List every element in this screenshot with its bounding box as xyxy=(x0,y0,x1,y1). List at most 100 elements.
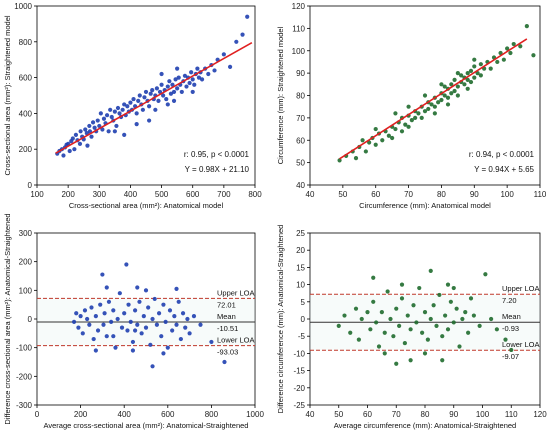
y-tick-label: 70 xyxy=(296,114,305,123)
data-point xyxy=(348,330,353,335)
data-point xyxy=(190,89,195,95)
data-point xyxy=(176,75,181,80)
data-point xyxy=(165,345,170,350)
data-point xyxy=(385,289,390,294)
x-tick-label: 100 xyxy=(30,190,44,199)
data-point xyxy=(174,322,179,327)
data-point xyxy=(373,142,378,147)
data-point xyxy=(173,77,178,82)
chart-panel-4: 40 50 60 70 80 90 100 110 120 -25 -20 -15 -10 -5 0 5 10 1… xyxy=(276,225,547,430)
data-point xyxy=(131,96,136,102)
data-point xyxy=(459,73,464,78)
data-point xyxy=(133,308,138,313)
data-point xyxy=(414,320,419,325)
data-point xyxy=(97,123,102,129)
x-tick-label: 300 xyxy=(93,190,107,199)
data-point xyxy=(111,308,116,313)
data-point xyxy=(471,313,476,318)
data-point xyxy=(425,337,430,342)
data-point xyxy=(115,316,120,322)
data-point xyxy=(159,334,164,339)
data-point xyxy=(511,41,516,47)
data-point xyxy=(187,331,192,336)
y-tick-label: 200 xyxy=(19,258,33,267)
data-point xyxy=(432,111,437,116)
y-tick-label: 100 xyxy=(292,47,306,56)
y-axis-label: Difference circumference (mm): Anatomica… xyxy=(276,225,285,414)
data-point xyxy=(184,84,189,89)
x-tick-label: 700 xyxy=(217,190,231,199)
data-point xyxy=(196,75,202,80)
data-point xyxy=(150,364,155,369)
data-point xyxy=(337,158,342,163)
x-tick-label: 70 xyxy=(392,410,401,419)
data-point xyxy=(445,102,451,107)
data-point xyxy=(165,84,170,89)
x-tick-label: 90 xyxy=(449,410,458,419)
upper-loa-value: 7.20 xyxy=(502,296,517,305)
chart-panel-2: 40 50 60 70 80 90 100 110 40 50 60 70 80 90 100 110 120 C… xyxy=(276,2,547,210)
y-tick-label: 80 xyxy=(296,92,305,101)
data-point xyxy=(368,327,373,332)
data-point xyxy=(234,39,239,44)
data-point xyxy=(422,109,428,114)
data-point xyxy=(190,77,195,82)
data-point xyxy=(439,82,444,87)
data-point xyxy=(440,334,445,339)
y-tick-label: -15 xyxy=(293,367,305,376)
data-point xyxy=(135,285,140,290)
data-point xyxy=(451,285,456,291)
data-point xyxy=(154,322,159,327)
plot-frame xyxy=(36,5,256,186)
data-point xyxy=(179,89,184,95)
x-tick-label: 800 xyxy=(205,410,219,419)
data-point xyxy=(161,93,166,98)
scatter-points xyxy=(336,268,514,366)
data-point xyxy=(171,89,177,95)
data-point xyxy=(74,311,79,316)
data-point xyxy=(147,118,152,123)
data-point xyxy=(445,282,451,287)
data-point xyxy=(209,339,214,345)
data-point xyxy=(146,305,151,310)
data-point xyxy=(429,102,434,107)
data-point xyxy=(167,308,173,313)
data-point xyxy=(136,98,141,103)
data-point xyxy=(148,342,153,347)
data-point xyxy=(101,116,107,121)
data-point xyxy=(428,268,433,273)
data-point xyxy=(187,80,192,86)
data-point xyxy=(124,262,129,267)
data-point xyxy=(199,77,205,82)
data-point xyxy=(109,114,114,120)
data-point xyxy=(195,66,200,71)
y-axis-label: Difference cross-sectional area (mm²): A… xyxy=(3,213,12,424)
data-point xyxy=(406,104,411,109)
data-point xyxy=(466,330,471,335)
data-point xyxy=(106,129,111,134)
y-axis-label: Circumference (mm): Straightened model xyxy=(276,26,285,164)
data-point xyxy=(422,351,428,356)
data-point xyxy=(174,286,179,291)
data-point xyxy=(477,323,482,328)
x-tick-label: 600 xyxy=(161,410,175,419)
x-axis-label: Circumference (mm): Anatomical model xyxy=(359,201,491,210)
x-axis-label: Average circumference (mm): Anatomical-S… xyxy=(334,421,516,430)
data-point xyxy=(176,299,181,304)
data-point xyxy=(143,288,149,293)
data-point xyxy=(73,132,79,137)
data-point xyxy=(434,323,439,328)
x-tick-label: 400 xyxy=(124,190,138,199)
y-tick-label: 800 xyxy=(19,38,33,47)
data-point xyxy=(452,88,457,94)
data-point xyxy=(125,104,130,109)
x-tick-label: 120 xyxy=(533,410,547,419)
data-point xyxy=(133,328,138,333)
data-point xyxy=(371,299,376,304)
y-tick-label: 0 xyxy=(301,315,306,324)
data-point xyxy=(439,97,444,103)
x-tick-label: 70 xyxy=(404,190,413,199)
data-point xyxy=(391,334,396,339)
x-tick-label: 400 xyxy=(118,410,132,419)
y-tick-label: 0 xyxy=(28,181,33,190)
